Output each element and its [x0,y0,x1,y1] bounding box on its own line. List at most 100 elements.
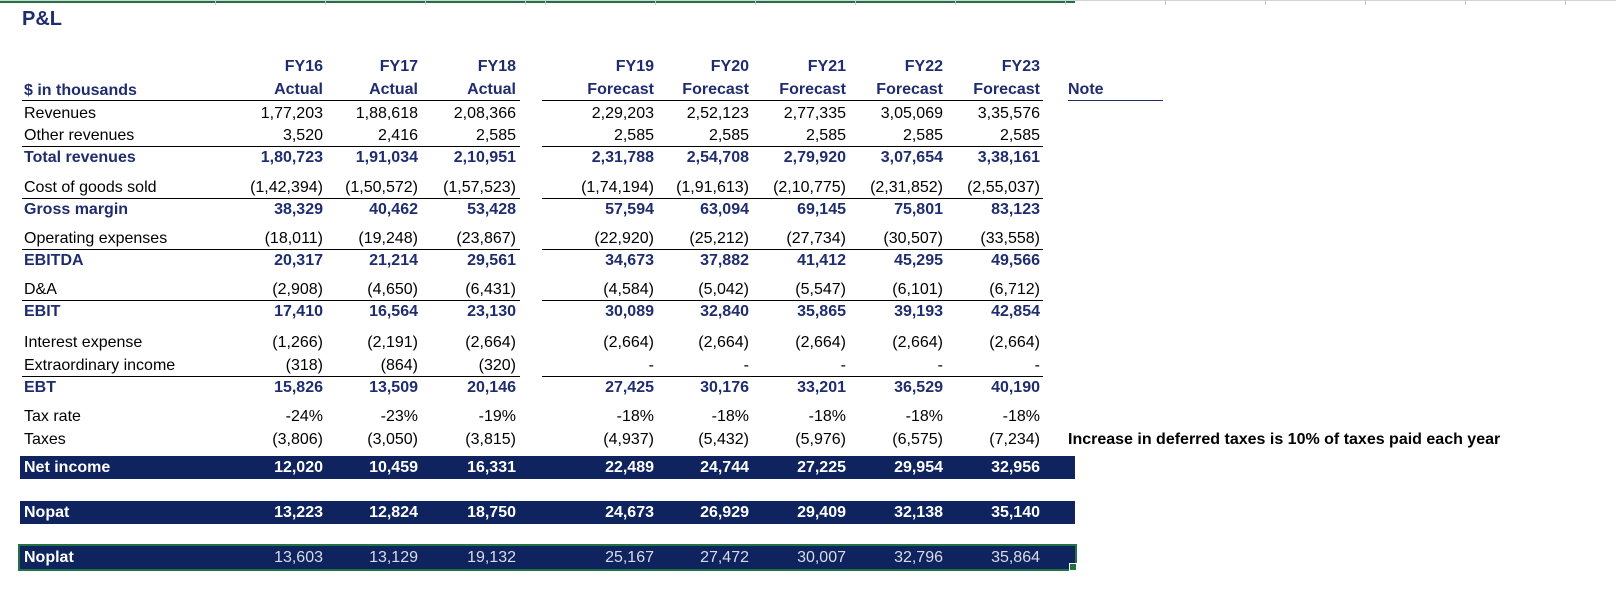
table-cell[interactable]: - [648,357,654,374]
row-label[interactable]: Taxes [24,431,66,448]
band-cell[interactable]: 29,954 [894,459,943,476]
table-cell[interactable]: 2,29,203 [591,105,654,122]
table-cell[interactable]: 30,176 [700,379,749,396]
band-cell[interactable]: 13,129 [369,549,418,566]
table-cell[interactable]: (2,55,037) [967,179,1040,196]
column-year-header[interactable]: FY19 [615,58,654,75]
band-cell[interactable]: 19,132 [467,549,516,566]
column-year-header[interactable]: FY17 [379,58,418,75]
table-cell[interactable]: 42,854 [991,303,1040,320]
column-type-header[interactable]: Forecast [973,81,1040,98]
table-cell[interactable]: (2,664) [892,334,943,351]
table-cell[interactable]: (2,908) [272,281,323,298]
table-cell[interactable]: (2,664) [698,334,749,351]
table-cell[interactable]: 75,801 [894,201,943,218]
band-cell[interactable]: 35,864 [991,549,1040,566]
table-cell[interactable]: (6,712) [989,281,1040,298]
units-label[interactable]: $ in thousands [24,82,137,99]
table-cell[interactable]: (320) [478,357,516,374]
band-cell[interactable]: 30,007 [797,549,846,566]
band-cell[interactable]: 25,167 [605,549,654,566]
table-cell[interactable]: (2,10,775) [773,179,846,196]
row-label[interactable]: Total revenues [24,149,136,166]
table-cell[interactable]: 3,05,069 [880,105,943,122]
table-cell[interactable]: - [937,357,943,374]
column-type-header[interactable]: Actual [274,81,323,98]
table-cell[interactable]: 15,826 [274,379,323,396]
column-year-header[interactable]: FY23 [1001,58,1040,75]
table-cell[interactable]: 3,07,654 [880,149,943,166]
fill-handle[interactable] [1069,563,1077,571]
table-cell[interactable]: (6,431) [465,281,516,298]
band-cell[interactable]: 32,138 [894,504,943,521]
band-cell[interactable]: 26,929 [700,504,749,521]
table-cell[interactable]: (23,867) [456,230,516,247]
table-cell[interactable]: 36,529 [894,379,943,396]
band-cell[interactable]: 24,673 [605,504,654,521]
band-cell[interactable]: 24,744 [700,459,749,476]
table-cell[interactable]: 40,462 [369,201,418,218]
table-cell[interactable]: 57,594 [605,201,654,218]
table-cell[interactable]: -18% [905,408,943,425]
table-cell[interactable]: 20,146 [467,379,516,396]
table-cell[interactable]: (2,31,852) [870,179,943,196]
row-label[interactable]: EBT [24,379,56,396]
table-cell[interactable]: 63,094 [700,201,749,218]
table-cell[interactable]: (1,91,613) [676,179,749,196]
table-cell[interactable]: (1,266) [272,334,323,351]
table-cell[interactable]: 39,193 [894,303,943,320]
table-cell[interactable]: - [840,357,846,374]
band-cell[interactable]: 13,603 [274,549,323,566]
table-cell[interactable]: 2,77,335 [783,105,846,122]
band-cell[interactable]: 16,331 [467,459,516,476]
table-cell[interactable]: 53,428 [467,201,516,218]
table-cell[interactable]: 2,585 [999,127,1040,144]
table-cell[interactable]: 3,520 [282,127,323,144]
table-cell[interactable]: (3,815) [465,431,516,448]
table-cell[interactable]: (864) [380,357,418,374]
band-cell[interactable]: 22,489 [605,459,654,476]
table-cell[interactable]: 29,561 [467,252,516,269]
band-cell[interactable]: 32,956 [991,459,1040,476]
table-cell[interactable]: 20,317 [274,252,323,269]
band-cell[interactable]: 32,796 [894,549,943,566]
row-label[interactable]: Gross margin [24,201,129,218]
band-cell[interactable]: 12,020 [274,459,323,476]
table-cell[interactable]: 21,214 [369,252,418,269]
table-cell[interactable]: 35,865 [797,303,846,320]
table-cell[interactable]: (4,650) [367,281,418,298]
table-cell[interactable]: 2,31,788 [591,149,654,166]
table-cell[interactable]: 2,585 [475,127,516,144]
column-year-header[interactable]: FY21 [807,58,846,75]
table-cell[interactable]: 17,410 [274,303,323,320]
column-year-header[interactable]: FY18 [477,58,516,75]
table-cell[interactable]: 16,564 [369,303,418,320]
table-cell[interactable]: 2,416 [377,127,418,144]
row-label[interactable]: EBIT [24,303,61,320]
table-cell[interactable]: -23% [380,408,418,425]
band-cell[interactable]: 29,409 [797,504,846,521]
band-cell[interactable]: 27,472 [700,549,749,566]
column-year-header[interactable]: FY22 [904,58,943,75]
table-cell[interactable]: (30,507) [883,230,943,247]
table-cell[interactable]: 13,509 [369,379,418,396]
table-cell[interactable]: (2,664) [989,334,1040,351]
table-cell[interactable]: 45,295 [894,252,943,269]
column-year-header[interactable]: FY16 [284,58,323,75]
band-row[interactable]: Net income 12,020 10,459 16,331 22,489 24,744… [20,456,1075,479]
row-label[interactable]: Cost of goods sold [24,179,157,196]
table-cell[interactable]: 34,673 [605,252,654,269]
table-cell[interactable]: (2,664) [603,334,654,351]
row-label[interactable]: Extraordinary income [24,357,176,374]
table-cell[interactable]: 23,130 [467,303,516,320]
table-cell[interactable]: 2,54,708 [686,149,749,166]
table-cell[interactable]: 2,79,920 [783,149,846,166]
row-label[interactable]: Operating expenses [24,230,168,247]
table-cell[interactable]: 83,123 [991,201,1040,218]
table-cell[interactable]: 1,77,203 [260,105,323,122]
table-cell[interactable]: (4,937) [603,431,654,448]
table-cell[interactable]: (25,212) [689,230,749,247]
table-cell[interactable]: (1,50,572) [345,179,418,196]
table-cell[interactable]: (22,920) [594,230,654,247]
selected-band-row[interactable]: Noplat 13,603 13,129 19,132 25,167 27,472 30,0… [18,544,1077,571]
